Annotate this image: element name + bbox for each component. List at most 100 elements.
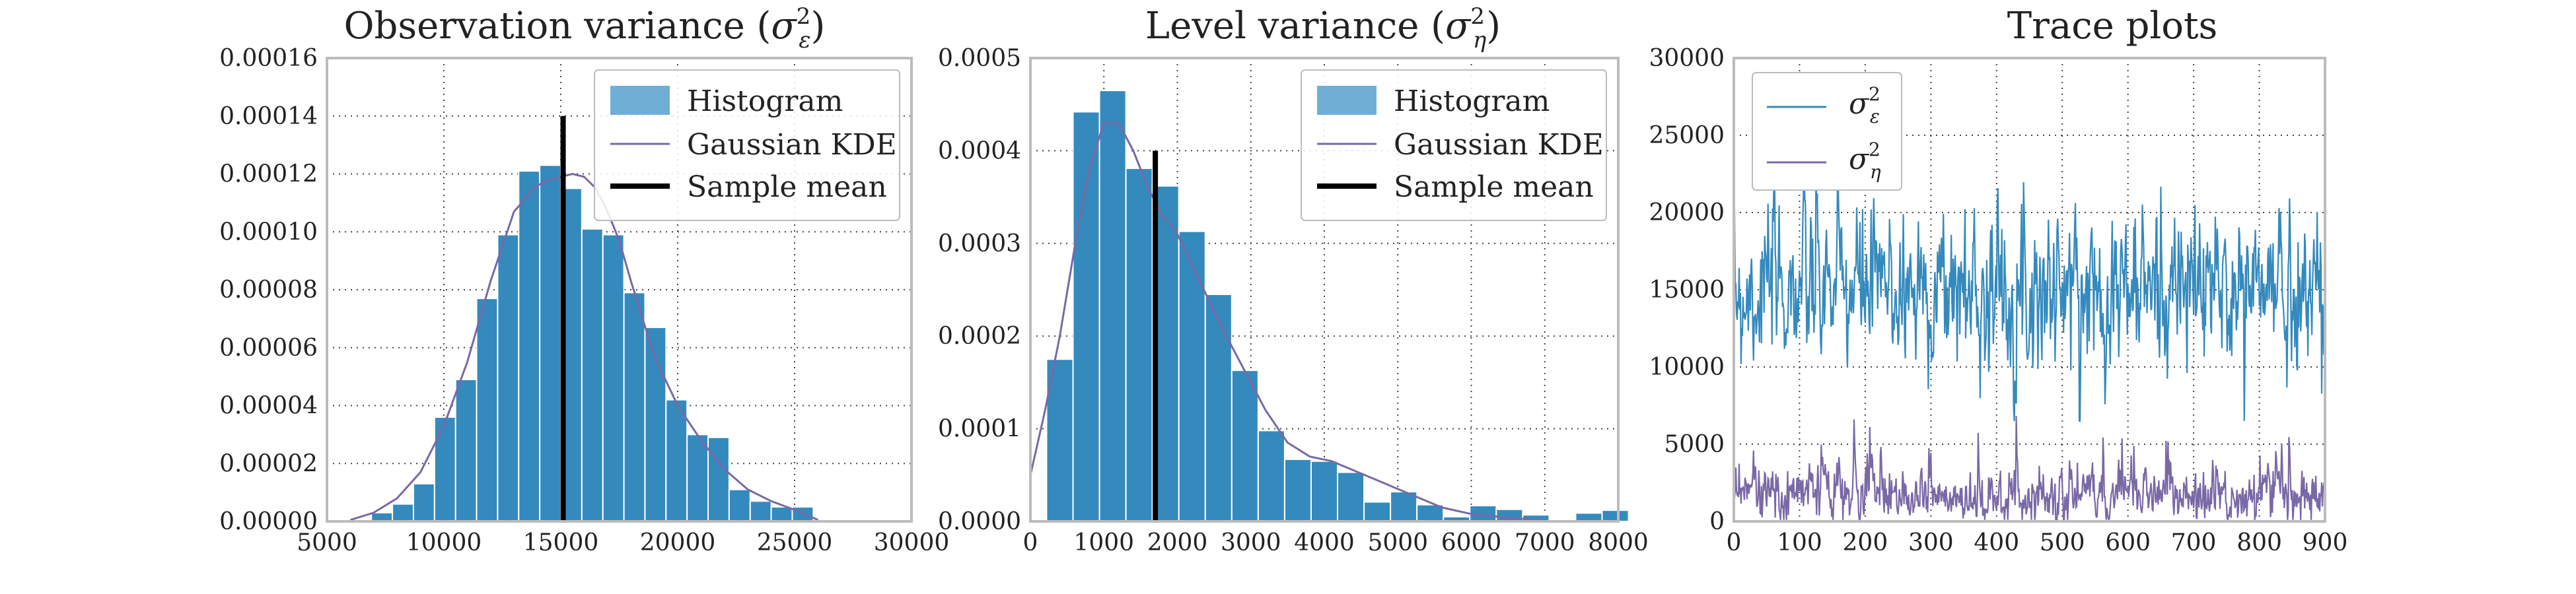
histogram-bar <box>665 399 688 522</box>
y-tick-label: 0.00000 <box>219 508 318 535</box>
y-tick-label: 0.00002 <box>219 450 318 477</box>
histogram-bar <box>623 292 646 522</box>
data-marks <box>349 116 818 523</box>
y-tick-label: 0.0005 <box>938 45 1021 72</box>
y-tick-label: 30000 <box>1649 45 1725 72</box>
x-tick-label: 8000 <box>1588 529 1649 556</box>
histogram-bar <box>412 482 435 523</box>
histogram-bar <box>476 298 499 522</box>
x-tick-label: 5000 <box>297 529 357 556</box>
x-tick-label: 10000 <box>406 529 482 556</box>
trace-line <box>1733 416 2326 522</box>
y-tick-label: 25000 <box>1649 122 1725 149</box>
histogram-bar <box>1283 458 1312 523</box>
y-tick-label: 0.00010 <box>219 218 318 246</box>
legend-series-label: σ2 ε <box>1849 83 1880 127</box>
histogram-bar <box>581 228 604 522</box>
y-tick-label: 0.00014 <box>219 103 318 130</box>
x-tick-label: 500 <box>2040 529 2085 556</box>
legend-box <box>1752 72 1902 191</box>
y-tick-label: 0.00008 <box>219 277 318 304</box>
x-tick-label: 30000 <box>874 529 950 556</box>
y-tick-label: 10000 <box>1649 354 1725 381</box>
histogram-bar <box>1310 460 1339 522</box>
x-tick-label: 0 <box>1727 529 1742 556</box>
histogram-bar <box>433 416 456 522</box>
histogram-bar <box>1072 111 1100 522</box>
kde-line <box>349 172 818 521</box>
y-tick-label: 0.0002 <box>938 323 1021 350</box>
histogram-bar <box>728 488 751 522</box>
x-tick-label: 600 <box>2105 529 2151 556</box>
histogram-bar <box>497 234 520 522</box>
y-tick-label: 20000 <box>1649 199 1725 226</box>
x-tick-label: 700 <box>2171 529 2217 556</box>
y-tick-label: 0.0001 <box>938 416 1021 443</box>
histogram-bar <box>539 164 562 522</box>
legend-histogram-swatch <box>1317 86 1377 115</box>
histogram-bar <box>1178 230 1206 522</box>
histogram-bar <box>1098 90 1127 522</box>
histogram-bar <box>686 434 709 522</box>
x-tick-label: 300 <box>1908 529 1954 556</box>
y-tick-label: 0.0003 <box>938 230 1021 257</box>
y-tick-label: 0.00006 <box>219 335 318 362</box>
x-tick-label: 2000 <box>1147 529 1208 556</box>
x-tick-label: 900 <box>2303 529 2348 556</box>
x-tick-label: 25000 <box>757 529 833 556</box>
y-tick-label: 0 <box>1709 508 1725 535</box>
trace-line <box>1733 147 2326 422</box>
y-tick-label: 0.00016 <box>219 45 318 72</box>
histogram-bar <box>1601 510 1629 522</box>
x-tick-label: 100 <box>1777 529 1822 556</box>
legend: σ2 εσ2 η <box>1752 72 1902 191</box>
x-tick-label: 20000 <box>640 529 716 556</box>
data-marks <box>1029 90 1629 523</box>
legend-kde-label: Gaussian KDE <box>1394 128 1604 162</box>
x-tick-label: 0 <box>1023 529 1038 556</box>
kde-line <box>1029 121 1545 522</box>
legend-box <box>1301 69 1607 221</box>
histogram-bar <box>1337 471 1365 523</box>
x-tick-label: 3000 <box>1221 529 1281 556</box>
legend: Histogram Gaussian KDE Sample mean <box>1301 69 1607 221</box>
legend-mean-label: Sample mean <box>1394 170 1594 204</box>
level-variance-panel: Level variance (σ2 η) 0 1000 2000 3000 4000 50… <box>938 3 1649 556</box>
legend-histogram-label: Histogram <box>687 84 843 118</box>
y-tick-label: 0.0004 <box>938 137 1021 164</box>
histogram-bar <box>602 234 625 522</box>
plot-frame <box>1029 57 1620 523</box>
trace-plots-panel: Trace plots 0 100 200 300 400 500 600 700 800 900… <box>1649 5 2347 556</box>
y-tick-label: 0.00004 <box>219 393 318 420</box>
histogram-bar <box>770 506 793 522</box>
legend-histogram-swatch <box>610 86 670 115</box>
histogram-bar <box>454 379 478 523</box>
plot-frame <box>1733 57 2326 523</box>
plot-frame <box>326 57 913 523</box>
histogram-bar <box>1125 168 1153 523</box>
histogram-bar <box>1204 294 1233 522</box>
chart-title: Trace plots <box>2007 5 2218 48</box>
y-tick-label: 0.00012 <box>219 161 318 188</box>
chart-title: Observation variance (σ2 ε) <box>344 3 826 53</box>
histogram-bar <box>707 436 730 523</box>
x-tick-label: 200 <box>1843 529 1888 556</box>
histogram-bar <box>392 503 414 522</box>
histogram-bar <box>749 500 772 522</box>
legend-box <box>594 69 900 221</box>
legend: Histogram Gaussian KDE Sample mean <box>594 69 900 221</box>
y-tick-label: 15000 <box>1649 277 1725 304</box>
x-tick-label: 5000 <box>1367 529 1428 556</box>
data-marks <box>1733 147 2326 522</box>
observation-variance-panel: Observation variance (σ2 ε) 5000 10000 1500… <box>219 3 949 556</box>
histogram-bar <box>1495 508 1524 522</box>
x-tick-label: 1000 <box>1073 529 1134 556</box>
x-tick-label: 4000 <box>1294 529 1355 556</box>
x-tick-label: 400 <box>1974 529 2019 556</box>
legend-histogram-label: Histogram <box>1394 84 1550 118</box>
histogram-bar <box>518 170 541 522</box>
x-tick-label: 6000 <box>1441 529 1502 556</box>
chart-title: Level variance (σ2 η) <box>1145 3 1501 53</box>
legend-kde-label: Gaussian KDE <box>687 128 897 162</box>
